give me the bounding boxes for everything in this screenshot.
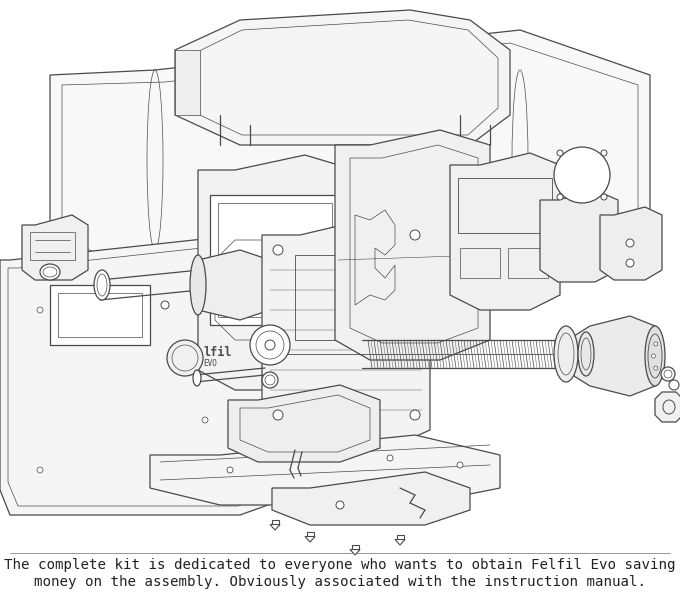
Ellipse shape [227,467,233,473]
Polygon shape [175,10,510,145]
Ellipse shape [557,194,563,200]
Ellipse shape [554,147,610,203]
Ellipse shape [626,239,634,247]
Polygon shape [175,50,200,115]
Ellipse shape [557,150,563,156]
Polygon shape [0,235,310,515]
Bar [508,248,548,278]
Ellipse shape [193,370,201,386]
Text: lfil: lfil [203,346,231,359]
Polygon shape [655,392,680,422]
Polygon shape [305,537,315,542]
Polygon shape [395,540,405,545]
Bar [352,545,358,549]
Ellipse shape [273,410,283,420]
Polygon shape [574,316,655,396]
Bar [218,203,332,317]
Ellipse shape [661,367,675,381]
Polygon shape [198,250,270,320]
Ellipse shape [653,342,658,346]
Bar [458,178,552,233]
Polygon shape [150,435,500,505]
Polygon shape [600,207,662,280]
Polygon shape [540,190,618,282]
Polygon shape [262,215,430,450]
Ellipse shape [601,150,607,156]
Ellipse shape [387,455,393,461]
Ellipse shape [669,380,679,390]
Polygon shape [450,153,560,310]
Ellipse shape [410,230,420,240]
Polygon shape [350,549,360,555]
Ellipse shape [626,259,634,267]
Polygon shape [285,15,410,70]
Ellipse shape [601,194,607,200]
Text: The complete kit is dedicated to everyone who wants to obtain Felfil Evo saving: The complete kit is dedicated to everyon… [4,558,676,572]
Ellipse shape [190,255,206,315]
Text: EVO: EVO [203,359,217,368]
Ellipse shape [265,340,275,350]
Polygon shape [198,155,355,390]
Ellipse shape [262,372,278,388]
Ellipse shape [653,366,658,370]
Ellipse shape [457,462,463,468]
Ellipse shape [554,326,578,382]
Polygon shape [228,385,380,462]
Bar [307,532,313,537]
Ellipse shape [167,340,203,376]
Polygon shape [270,525,280,530]
Text: money on the assembly. Obviously associated with the instruction manual.: money on the assembly. Obviously associa… [34,575,646,589]
Ellipse shape [161,301,169,309]
Ellipse shape [336,501,344,509]
Polygon shape [335,130,490,360]
Bar [50,285,150,345]
Ellipse shape [250,325,290,365]
Ellipse shape [94,270,110,300]
Bar [295,255,425,340]
Polygon shape [22,215,88,280]
Bar [58,293,142,337]
Polygon shape [272,472,470,525]
Ellipse shape [651,354,656,358]
Bar [210,195,340,325]
Ellipse shape [40,264,60,280]
Bar [396,535,403,540]
Bar [30,232,75,260]
Polygon shape [50,30,650,295]
Ellipse shape [578,332,594,376]
Ellipse shape [410,410,420,420]
Ellipse shape [645,326,665,386]
Bar [271,520,279,525]
Ellipse shape [273,245,283,255]
Bar [460,248,500,278]
